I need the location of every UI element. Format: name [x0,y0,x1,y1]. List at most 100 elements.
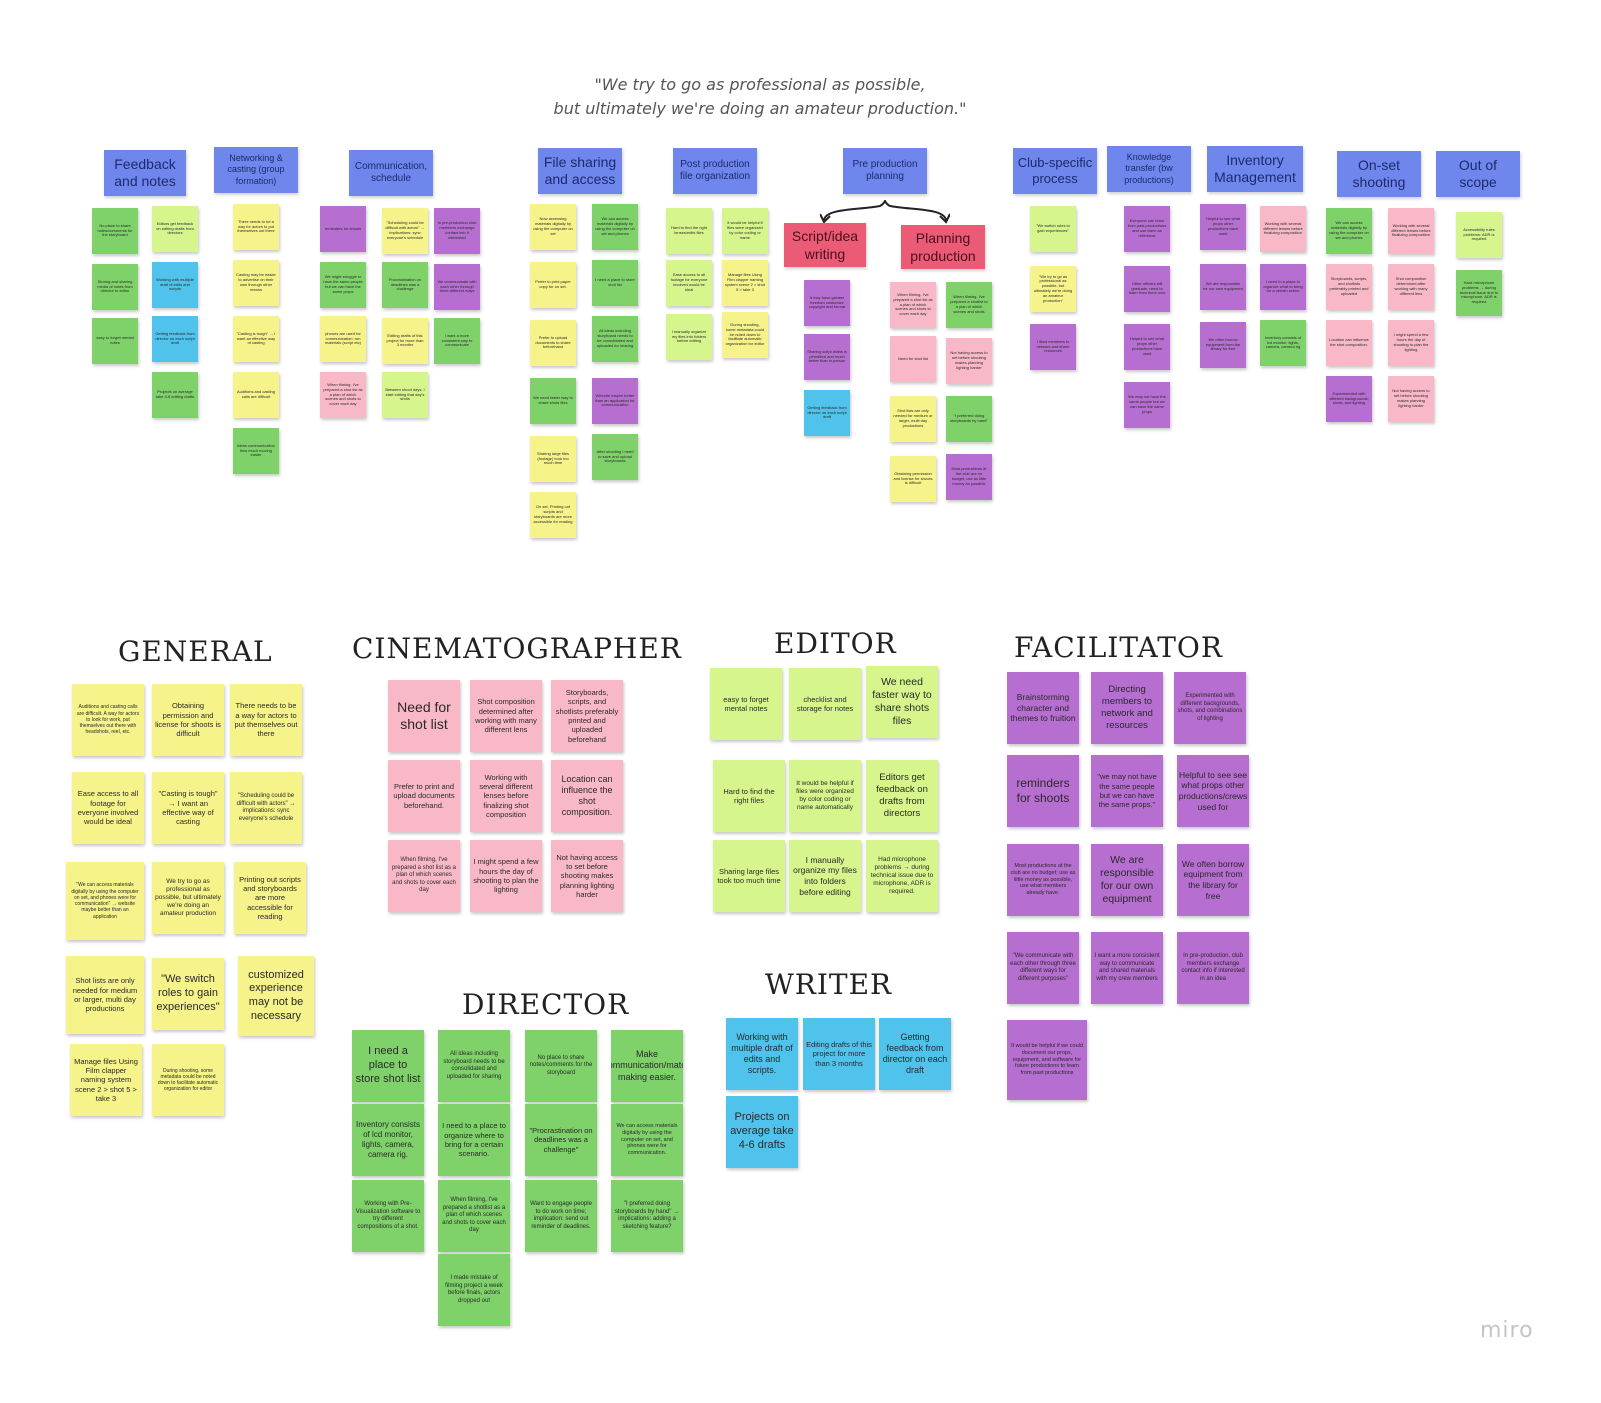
sticky-note[interactable]: After shooting I need to save and upload… [592,434,638,480]
header-on-set[interactable]: On-set shooting [1337,151,1421,197]
sticky-note[interactable]: "We try to go as professional as possibl… [1030,266,1076,312]
sticky-note[interactable]: Sharing large files (footage) took too m… [530,436,576,482]
sticky-note[interactable]: It would be helpful if files were organi… [722,208,768,254]
sticky-note[interactable]: Editing drafts of this project for more … [382,318,428,364]
sticky-note[interactable]: I manually organize my files into folder… [666,314,712,360]
sticky-note[interactable]: Ease access to all footage for everyone … [666,260,712,306]
sticky-note[interactable]: phones are used for communication: run m… [320,316,366,362]
sticky-note[interactable]: Other officers will graduate, need to le… [1124,266,1170,312]
sticky-note[interactable]: "Scheduling could be difficult with acto… [382,208,428,254]
sticky-note[interactable]: Working with Pre-Visualization software … [352,1180,424,1252]
sticky-note[interactable]: Most productions at the club are no budg… [1007,844,1079,916]
sticky-note[interactable]: Working with multiple draft of edits and… [726,1018,798,1090]
sticky-note[interactable]: Inventory consists of lcd monitor, light… [352,1104,424,1176]
sticky-note[interactable]: There needs to be a way for actors to pu… [233,204,279,250]
header-knowledge-transfer[interactable]: Knowledge transfer (bw productions) [1107,146,1191,192]
sticky-note[interactable]: Obtaining permission and license for sho… [152,684,224,756]
header-networking[interactable]: Networking & casting (group formation) [214,147,298,193]
header-file-sharing[interactable]: File sharing and access [538,148,622,194]
sticky-note[interactable]: We need faster way to share shots files [866,666,938,738]
sticky-note[interactable]: When filming, I've prepared a shot list … [320,372,366,418]
sticky-note[interactable]: reminders for shoots [320,206,366,252]
sticky-note[interactable]: customized experience may not be necessa… [238,956,314,1036]
sticky-note[interactable]: Shot lists are only needed for medium or… [66,956,144,1034]
sticky-note[interactable]: Editors get feedback on editing drafts f… [152,206,198,252]
sticky-note[interactable]: It may have greater freedom customize co… [804,280,850,326]
sticky-note[interactable]: Casting may be easier to advertise on th… [233,260,279,306]
sticky-note[interactable]: Location can influence the shot composit… [1326,320,1372,366]
sticky-note[interactable]: I need a place to store shot list [352,1030,424,1102]
sticky-note[interactable]: "I preferred doing storyboards by hand" [946,396,992,442]
sticky-note[interactable]: During shooting, some metadata could be … [152,1044,224,1116]
header-inventory[interactable]: Inventory Management [1207,146,1303,192]
subheader-planning-production[interactable]: Planning production [901,225,985,269]
sticky-note[interactable]: We are responsible for our own equipment [1091,844,1163,916]
sticky-note[interactable]: We need faster way to share shots files [530,378,576,424]
sticky-note[interactable]: reminders for shoots [1007,755,1079,827]
sticky-note[interactable]: Shot composition determined after workin… [470,680,542,752]
sticky-note[interactable]: When filming, I've prepared a shot list … [890,282,936,328]
sticky-note[interactable]: Manage files Using Film clapper naming s… [70,1044,142,1116]
sticky-note[interactable]: Hard to find the right files [713,760,785,832]
sticky-note[interactable]: I want a more consistent way to communic… [434,318,480,364]
sticky-note[interactable]: "we may not have the same people but we … [1091,755,1163,827]
sticky-note[interactable]: Want to engage people to do work on time… [525,1180,597,1252]
sticky-note[interactable]: During shooting, some metadata could be … [722,312,768,358]
sticky-note[interactable]: Storyboards, scripts, and shotlists pref… [1326,264,1372,310]
sticky-note[interactable]: Prefer to print paper copy for on set. [530,262,576,308]
sticky-note[interactable]: "Casting is tough" → I want an effective… [233,316,279,362]
sticky-note[interactable]: Accessibility rules problems: ADR is req… [1456,212,1502,258]
sticky-note[interactable]: Shot lists are only needed for medium or… [890,396,936,442]
sticky-note[interactable]: On set, Printing out scripts and storybo… [530,492,576,538]
sticky-note[interactable]: Hard microphone problems → during techni… [1456,270,1502,316]
sticky-note[interactable]: Working with several different lenses be… [1388,208,1434,254]
sticky-note[interactable]: Had microphone problems → during technic… [866,840,938,912]
sticky-note[interactable]: Directing members to network and resourc… [1091,672,1163,744]
sticky-note[interactable]: Sharing script drafts is permitted and m… [804,334,850,380]
sticky-note[interactable]: Ideas communication flow much moving eas… [233,428,279,474]
sticky-note[interactable]: Working with several different lenses be… [1260,206,1306,252]
sticky-note[interactable]: Experimented with different backgrounds,… [1326,376,1372,422]
sticky-note[interactable]: Location can influence the shot composit… [551,760,623,832]
sticky-note[interactable]: Obtaining permission and license for sho… [890,456,936,502]
sticky-note[interactable]: All ideas including storyboard needs to … [438,1030,510,1102]
sticky-note[interactable]: Need for shot list [890,336,936,382]
sticky-note[interactable]: "Scheduling could be difficult with acto… [230,772,302,844]
sticky-note[interactable]: "We switch roles to gain experiences" [152,958,224,1030]
sticky-note[interactable]: Working with several different lenses be… [470,760,542,832]
sticky-note[interactable]: "I preferred doing storyboards by hand" … [611,1180,683,1252]
sticky-note[interactable]: We communicate with each other through t… [434,264,480,310]
sticky-note[interactable]: Hard to find the right lenses/edits file… [666,208,712,254]
sticky-note[interactable]: Ease access to all footage for everyone … [72,772,144,844]
sticky-note[interactable]: We might struggle to have the same peopl… [320,262,366,308]
header-post-production[interactable]: Post production file organization [673,148,757,194]
sticky-note[interactable]: Auditions and casting calls are difficul… [233,372,279,418]
sticky-note[interactable]: Inventory consists of lcd monitor, light… [1260,320,1306,366]
sticky-note[interactable]: Now accessing materials digitally by usi… [530,204,576,250]
sticky-note[interactable]: We can access materials digitally by usi… [592,204,638,250]
sticky-note[interactable]: Most productions at the club are no budg… [946,454,992,500]
sticky-note[interactable]: "We can access materials digitally by us… [66,862,144,940]
sticky-note[interactable]: There needs to be a way for actors to pu… [230,684,302,756]
sticky-note[interactable]: No place to share notes/comments for the… [92,208,138,254]
sticky-note[interactable]: Getting feedback from director on each s… [152,316,198,362]
sticky-note[interactable]: When filming, I've prepared a shotlist t… [946,282,992,328]
sticky-note[interactable]: Getting feedback from director on each s… [804,390,850,436]
subheader-script-writing[interactable]: Script/idea writing [784,223,866,267]
sticky-note[interactable]: I need to a place to organize where to b… [438,1104,510,1176]
sticky-note[interactable]: Not having access to set before shooting… [946,338,992,384]
sticky-note[interactable]: easy to forget mental notes [710,668,782,740]
sticky-note[interactable]: Storing and sharing media of notes from … [92,264,138,310]
header-communication[interactable]: Communication, schedule [349,150,433,196]
sticky-note[interactable]: We try to go as professional as possible… [152,862,224,934]
sticky-note[interactable]: Helpful to see see what props other prod… [1177,755,1249,827]
sticky-note[interactable]: Make communication/match making easier. [611,1030,683,1102]
sticky-note[interactable]: We often borrow equipment from the libra… [1177,844,1249,916]
sticky-note[interactable]: When filming, I've prepared a shot list … [388,840,460,912]
sticky-note[interactable]: We can access materials digitally by usi… [611,1104,683,1176]
sticky-note[interactable]: Brainstorming character and themes to fr… [1007,672,1079,744]
header-feedback[interactable]: Feedback and notes [104,150,186,196]
sticky-note[interactable]: checklist and storage for notes [789,668,861,740]
sticky-note[interactable]: I need a place to store shot list [592,260,638,306]
sticky-note[interactable]: Printing out scripts and storyboards are… [234,862,306,934]
